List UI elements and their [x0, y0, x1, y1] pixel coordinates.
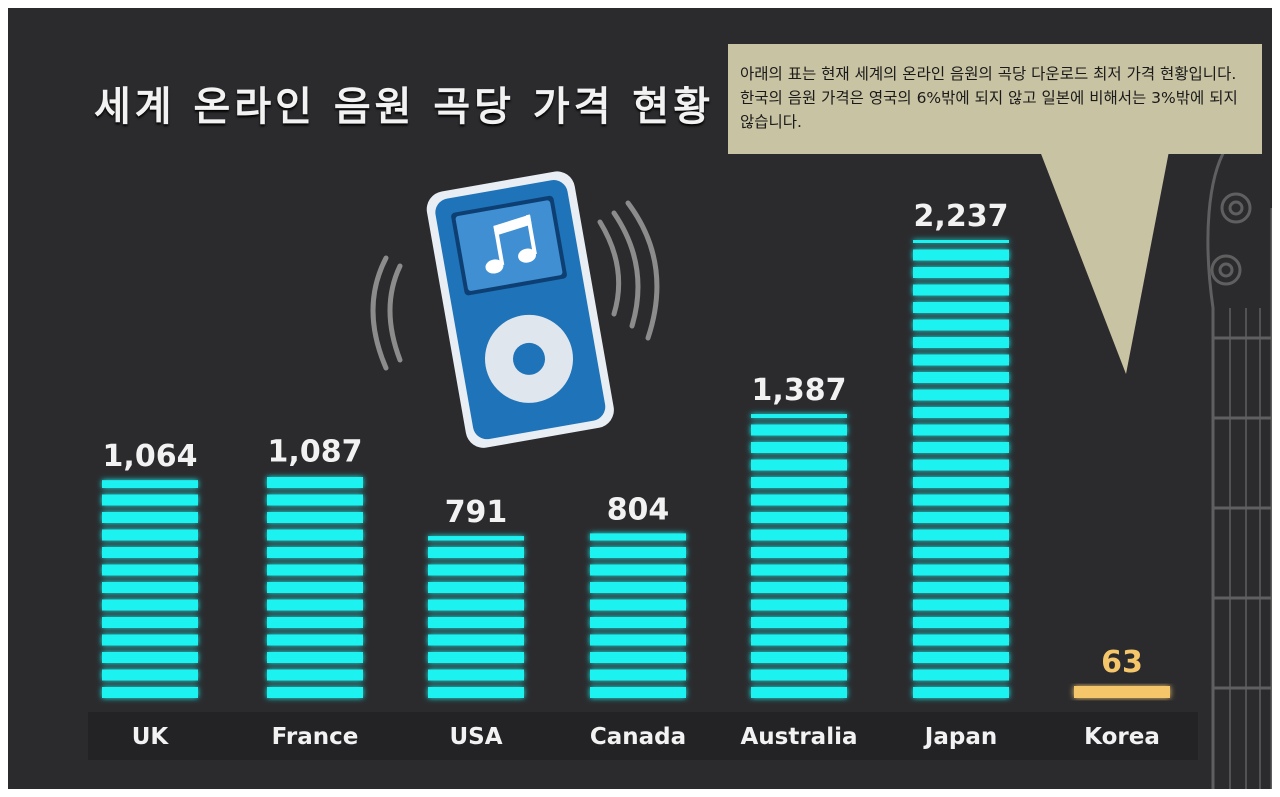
value-label-france: 1,087: [268, 434, 363, 469]
bars-group: 1,064 UK 1,087 France 791 USA 804 Canada 1,387 Au…: [102, 199, 1170, 750]
bar-usa: [428, 536, 524, 698]
mp3-player-icon: [426, 171, 614, 448]
category-label-australia: Australia: [740, 724, 857, 750]
category-label-canada: Canada: [590, 724, 686, 750]
value-label-uk: 1,064: [103, 439, 198, 474]
page-title: 세계 온라인 음원 곡당 가격 현황: [94, 84, 715, 130]
sound-waves-icon: [370, 200, 660, 371]
guitar-headstock-icon: [1206, 147, 1272, 789]
category-label-usa: USA: [449, 724, 502, 750]
category-label-korea: Korea: [1084, 724, 1160, 750]
category-label-uk: UK: [132, 724, 170, 750]
value-label-usa: 791: [445, 495, 508, 530]
category-axis-band: [88, 712, 1198, 760]
value-label-japan: 2,237: [914, 199, 1009, 234]
chart-svg: 1,064 UK 1,087 France 791 USA 804 Canada 1,387 Au…: [88, 146, 1272, 789]
value-label-australia: 1,387: [752, 373, 847, 408]
callout-box: 아래의 표는 현재 세계의 온라인 음원의 곡당 다운로드 최저 가격 현황입니…: [728, 44, 1262, 154]
music-note-icon: [485, 214, 537, 274]
bar-korea: [1074, 686, 1170, 698]
bar-canada: [590, 533, 686, 698]
value-label-canada: 804: [607, 492, 670, 527]
callout-pointer: [1038, 146, 1170, 374]
bar-france: [267, 477, 363, 698]
category-label-japan: Japan: [923, 724, 997, 750]
bar-uk: [102, 480, 198, 698]
bar-australia: [751, 414, 847, 698]
bar-japan: [913, 240, 1009, 698]
category-label-france: France: [272, 724, 359, 750]
value-label-korea: 63: [1101, 645, 1143, 680]
chart-canvas: 1,064 UK 1,087 France 791 USA 804 Canada 1,387 Au…: [8, 8, 1272, 789]
callout-text: 아래의 표는 현재 세계의 온라인 음원의 곡당 다운로드 최저 가격 현황입니…: [740, 65, 1238, 131]
